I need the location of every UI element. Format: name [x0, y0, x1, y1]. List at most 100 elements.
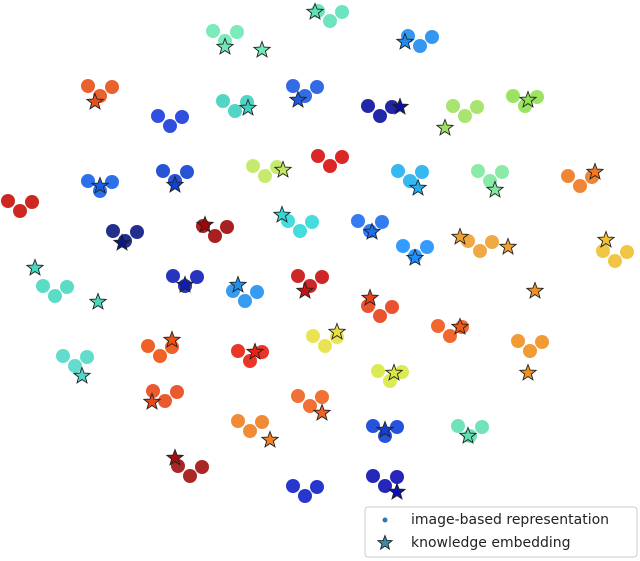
star-point — [260, 430, 280, 448]
point — [258, 169, 272, 183]
point — [255, 415, 269, 429]
star-point — [215, 37, 235, 55]
point — [596, 244, 610, 258]
star-point — [585, 162, 605, 180]
point — [146, 384, 160, 398]
star-point — [405, 248, 425, 266]
point — [523, 344, 537, 358]
star-point — [518, 90, 538, 108]
point — [231, 344, 245, 358]
star-point — [85, 92, 105, 110]
star-point — [162, 330, 182, 348]
point — [373, 109, 387, 123]
point — [166, 269, 180, 283]
star-point — [272, 205, 292, 223]
point — [396, 239, 410, 253]
point — [413, 39, 427, 53]
point — [375, 215, 389, 229]
star-point — [525, 281, 545, 299]
point — [80, 350, 94, 364]
point — [351, 214, 365, 228]
point — [485, 235, 499, 249]
star-point — [245, 342, 265, 360]
star-point — [518, 363, 538, 381]
legend-label: knowledge embedding — [411, 535, 571, 551]
point — [473, 244, 487, 258]
star-point — [375, 420, 395, 438]
point — [495, 165, 509, 179]
point — [390, 420, 404, 434]
point — [1, 194, 15, 208]
point — [230, 25, 244, 39]
point — [243, 354, 257, 368]
star-point — [175, 275, 195, 293]
star-point — [387, 482, 407, 500]
point — [206, 24, 220, 38]
star-point — [112, 233, 132, 251]
star-point — [238, 98, 258, 116]
point — [608, 254, 622, 268]
star-point — [596, 230, 616, 248]
point — [310, 480, 324, 494]
point — [250, 285, 264, 299]
point — [303, 399, 317, 413]
star-point — [195, 215, 215, 233]
star-point — [288, 90, 308, 108]
point — [141, 339, 155, 353]
point — [48, 289, 62, 303]
point — [68, 359, 82, 373]
star-point — [498, 237, 518, 255]
point — [431, 319, 445, 333]
point — [383, 374, 397, 388]
point — [366, 469, 380, 483]
star-point — [228, 275, 248, 293]
star-point — [360, 288, 380, 306]
point — [171, 459, 185, 473]
point — [238, 294, 252, 308]
point — [81, 79, 95, 93]
point — [56, 349, 70, 363]
point — [391, 164, 405, 178]
star-point — [408, 178, 428, 196]
point — [220, 220, 234, 234]
point — [443, 329, 457, 343]
point — [315, 270, 329, 284]
star-point — [450, 317, 470, 335]
star-point — [384, 363, 404, 381]
point — [403, 174, 417, 188]
point — [175, 110, 189, 124]
point — [298, 489, 312, 503]
point — [60, 280, 74, 294]
point — [506, 89, 520, 103]
point — [195, 460, 209, 474]
point — [105, 80, 119, 94]
point — [420, 240, 434, 254]
point — [311, 149, 325, 163]
point — [458, 109, 472, 123]
point — [470, 100, 484, 114]
legend: image-based representation knowledge embe… — [364, 506, 638, 558]
point — [81, 174, 95, 188]
point — [361, 99, 375, 113]
star-point — [450, 227, 470, 245]
point — [335, 150, 349, 164]
point — [286, 79, 300, 93]
star-point — [362, 222, 382, 240]
point — [446, 99, 460, 113]
point — [535, 335, 549, 349]
star-point — [25, 258, 45, 276]
star-point — [390, 97, 410, 115]
point — [130, 225, 144, 239]
star-point — [395, 32, 415, 50]
point — [620, 245, 634, 259]
star-point — [90, 176, 110, 194]
point — [310, 80, 324, 94]
star-point — [252, 40, 272, 58]
star-point — [327, 322, 347, 340]
star-point — [485, 180, 505, 198]
point — [471, 164, 485, 178]
point — [323, 14, 337, 28]
point — [231, 414, 245, 428]
legend-label: image-based representation — [411, 512, 609, 528]
